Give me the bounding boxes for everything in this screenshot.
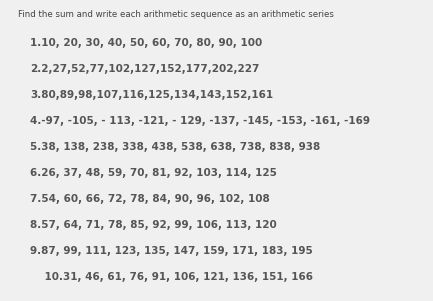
Text: 10.31, 46, 61, 76, 91, 106, 121, 136, 151, 166: 10.31, 46, 61, 76, 91, 106, 121, 136, 15… — [30, 272, 313, 282]
Text: 8.57, 64, 71, 78, 85, 92, 99, 106, 113, 120: 8.57, 64, 71, 78, 85, 92, 99, 106, 113, … — [30, 220, 277, 230]
Text: 1.10, 20, 30, 40, 50, 60, 70, 80, 90, 100: 1.10, 20, 30, 40, 50, 60, 70, 80, 90, 10… — [30, 38, 262, 48]
Text: 3.80,89,98,107,116,125,134,143,152,161: 3.80,89,98,107,116,125,134,143,152,161 — [30, 90, 273, 100]
Text: 7.54, 60, 66, 72, 78, 84, 90, 96, 102, 108: 7.54, 60, 66, 72, 78, 84, 90, 96, 102, 1… — [30, 194, 270, 204]
Text: 9.87, 99, 111, 123, 135, 147, 159, 171, 183, 195: 9.87, 99, 111, 123, 135, 147, 159, 171, … — [30, 246, 313, 256]
Text: 6.26, 37, 48, 59, 70, 81, 92, 103, 114, 125: 6.26, 37, 48, 59, 70, 81, 92, 103, 114, … — [30, 168, 277, 178]
Text: 2.2,27,52,77,102,127,152,177,202,227: 2.2,27,52,77,102,127,152,177,202,227 — [30, 64, 259, 74]
Text: 4.-97, -105, - 113, -121, - 129, -137, -145, -153, -161, -169: 4.-97, -105, - 113, -121, - 129, -137, -… — [30, 116, 370, 126]
Text: Find the sum and write each arithmetic sequence as an arithmetic series: Find the sum and write each arithmetic s… — [18, 10, 334, 19]
Text: 5.38, 138, 238, 338, 438, 538, 638, 738, 838, 938: 5.38, 138, 238, 338, 438, 538, 638, 738,… — [30, 142, 320, 152]
